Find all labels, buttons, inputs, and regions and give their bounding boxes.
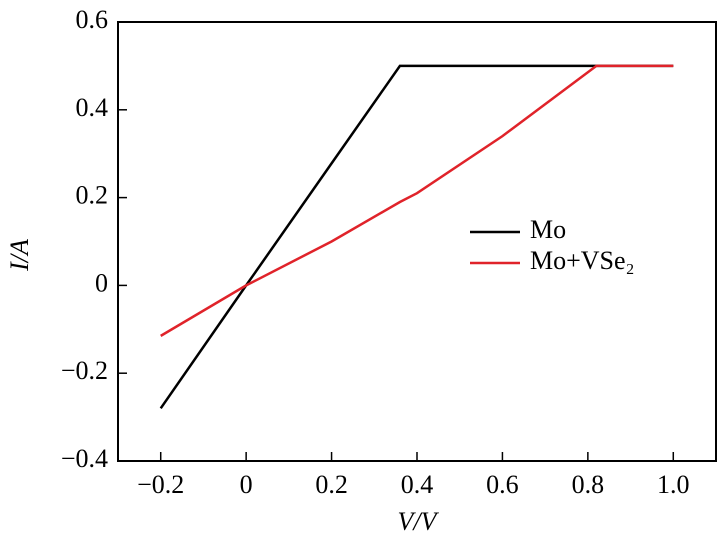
y-tick-label: −0.4 <box>61 444 108 473</box>
x-tick-label: 0.4 <box>401 470 434 499</box>
y-tick-label: 0.6 <box>76 5 109 34</box>
x-axis-label: V/V <box>398 507 440 536</box>
y-tick-label: −0.2 <box>61 356 108 385</box>
x-tick-label: 0 <box>240 470 253 499</box>
series-line <box>159 64 674 410</box>
x-tick-label: 0.2 <box>315 470 348 499</box>
series-line <box>160 64 674 337</box>
x-tick-label: 0.6 <box>486 470 519 499</box>
x-tick-label: 0.8 <box>572 470 605 499</box>
y-tick-label: 0.2 <box>76 181 109 210</box>
legend-label: Mo+VSe₂ <box>530 246 635 275</box>
x-tick-label: 1.0 <box>657 470 690 499</box>
y-tick-label: 0 <box>95 268 108 297</box>
plot-frame <box>117 21 717 462</box>
legend-label: Mo <box>530 215 566 244</box>
y-axis-label: I/A <box>5 239 34 272</box>
x-tick-label: −0.2 <box>137 470 184 499</box>
y-tick-label: 0.4 <box>76 93 109 122</box>
